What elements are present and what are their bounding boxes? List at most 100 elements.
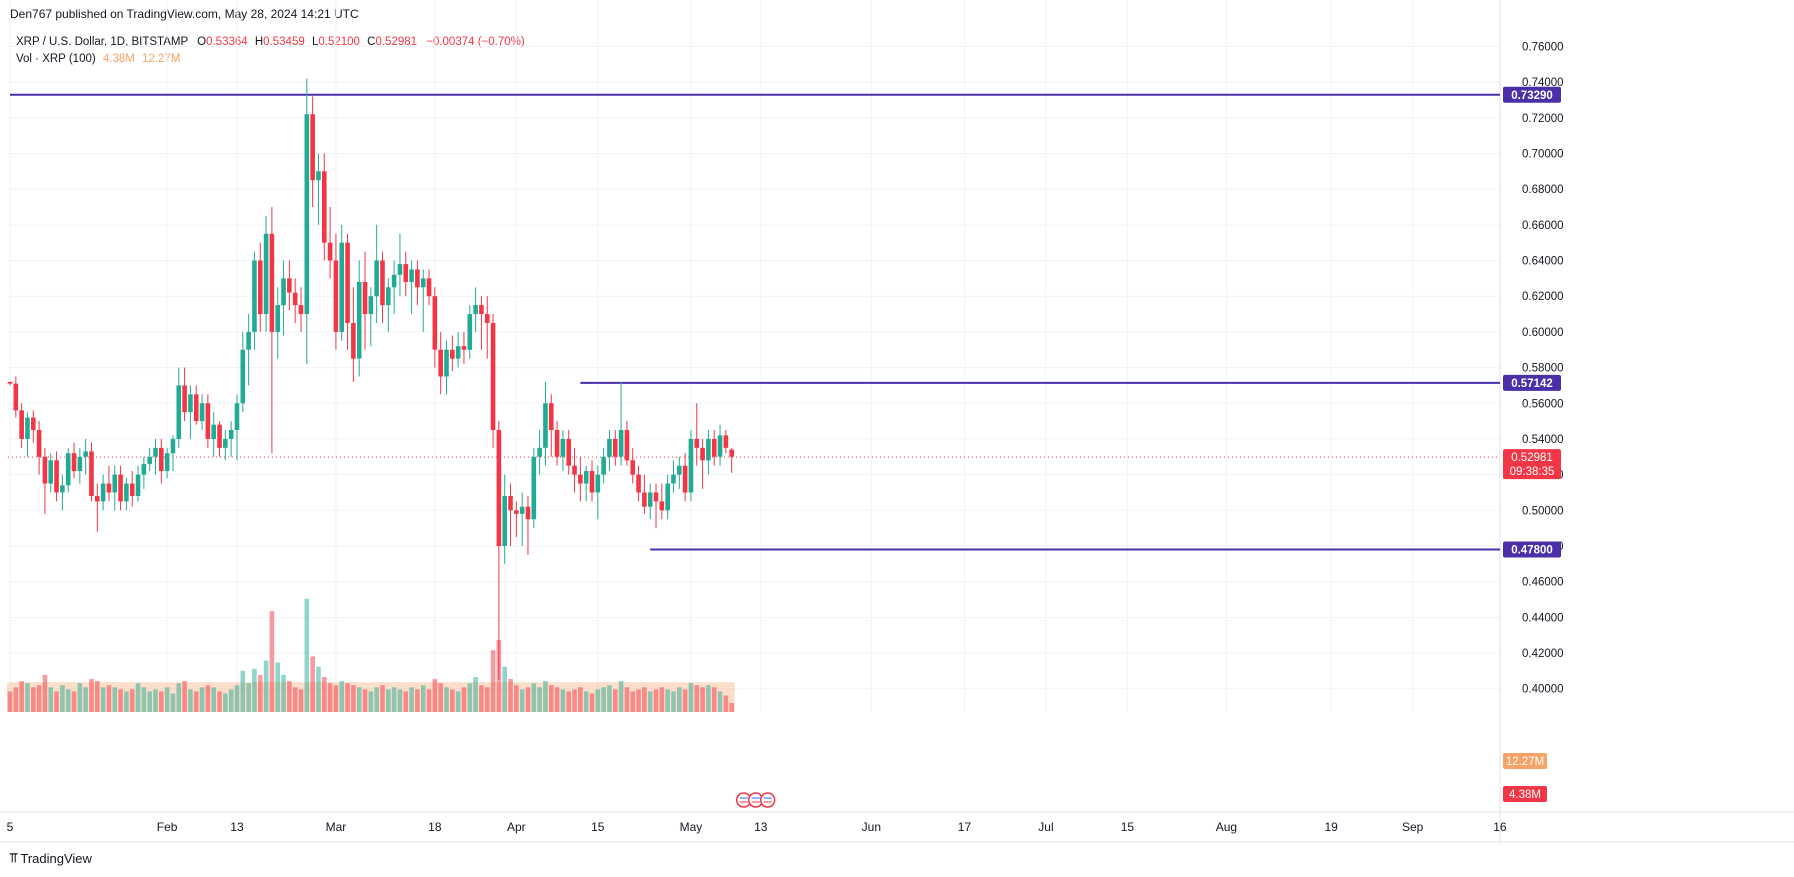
volume-bar bbox=[135, 683, 141, 712]
volume-bar bbox=[147, 691, 152, 712]
candle-body bbox=[205, 403, 211, 439]
legend-close-label: C bbox=[367, 36, 376, 48]
x-tick-label: Feb bbox=[157, 820, 178, 834]
candle-body bbox=[711, 438, 717, 457]
candle-body bbox=[380, 260, 385, 306]
candle-body bbox=[484, 314, 490, 323]
volume-bar bbox=[700, 687, 705, 712]
volume-bar bbox=[60, 685, 65, 712]
candle-body bbox=[647, 492, 653, 507]
candle-body bbox=[374, 260, 379, 297]
volume-bar bbox=[671, 691, 676, 712]
price-level-badge bbox=[1503, 374, 1561, 391]
volume-bar bbox=[345, 683, 350, 712]
volume-bar bbox=[362, 689, 368, 712]
candle-body bbox=[420, 278, 426, 288]
volume-bar bbox=[298, 689, 304, 712]
last-price-badge bbox=[1503, 449, 1561, 480]
x-tick-label: 5 bbox=[7, 820, 14, 834]
volume-bar bbox=[257, 674, 263, 712]
candle-body bbox=[304, 114, 310, 315]
volume-bar bbox=[601, 687, 606, 712]
volume-bar bbox=[438, 683, 443, 712]
volume-bar bbox=[502, 666, 507, 712]
volume-bar bbox=[356, 687, 362, 712]
publisher-header: Den767 published on TradingView.com, May… bbox=[10, 7, 359, 21]
y-tick-label: 0.76000 bbox=[1522, 41, 1564, 53]
candle-body bbox=[543, 403, 548, 448]
volume-bar bbox=[391, 687, 397, 712]
candle-body bbox=[252, 260, 257, 332]
candle-body bbox=[642, 492, 647, 507]
candle-body bbox=[257, 260, 263, 315]
volume-bar bbox=[572, 689, 577, 712]
candle-body bbox=[531, 456, 537, 520]
volume-bar bbox=[386, 689, 391, 712]
legend-volume-ma: 12.27M bbox=[142, 53, 181, 65]
volume-bar bbox=[77, 683, 83, 712]
volume-bar bbox=[519, 689, 525, 712]
candle-body bbox=[240, 349, 246, 404]
candle-body bbox=[624, 430, 630, 461]
volume-bar bbox=[263, 660, 269, 712]
candle-body bbox=[386, 287, 391, 306]
volume-bar bbox=[112, 687, 118, 712]
volume-bar bbox=[54, 691, 59, 712]
candle-body bbox=[479, 305, 484, 315]
candle-body bbox=[345, 242, 350, 323]
volume-bar bbox=[554, 687, 560, 712]
volume-bar bbox=[129, 689, 135, 712]
candle-body bbox=[287, 278, 292, 293]
volume-bar bbox=[578, 687, 583, 712]
candle-body bbox=[578, 474, 583, 484]
candle-body bbox=[25, 417, 30, 439]
x-tick-label: 19 bbox=[1324, 820, 1338, 834]
candle-body bbox=[147, 456, 152, 464]
last-price-label: 0.52981 bbox=[1511, 452, 1553, 464]
candle-body bbox=[461, 346, 467, 350]
candle-body bbox=[618, 430, 624, 457]
volume-bar bbox=[246, 683, 251, 712]
candle-body bbox=[159, 447, 164, 472]
candle-body bbox=[450, 349, 455, 359]
x-tick-label: 15 bbox=[1121, 820, 1135, 834]
candle-body bbox=[583, 471, 589, 484]
candle-body bbox=[723, 435, 729, 448]
volume-bar bbox=[607, 685, 612, 712]
legend-high-label: H bbox=[254, 36, 264, 48]
volume-axis-label: 12.27M bbox=[1506, 756, 1544, 768]
volume-bar bbox=[642, 687, 647, 712]
y-tick-label: 0.44000 bbox=[1522, 612, 1564, 624]
volume-bar bbox=[217, 691, 222, 712]
candle-body bbox=[630, 460, 636, 475]
volume-bar bbox=[612, 689, 618, 712]
candle-body bbox=[700, 447, 705, 461]
volume-bar bbox=[234, 685, 240, 712]
candle-body bbox=[310, 114, 315, 181]
volume-bar bbox=[636, 689, 641, 712]
volume-axis-badge bbox=[1503, 786, 1547, 802]
volume-bar bbox=[228, 689, 234, 712]
volume-bar bbox=[7, 691, 13, 712]
volume-bar bbox=[287, 681, 292, 712]
legend-change: −0.00374 (−0.70%) bbox=[426, 36, 525, 48]
volume-bar bbox=[193, 691, 199, 712]
candle-body bbox=[554, 430, 560, 457]
tradingview-logo-icon: ⫪ bbox=[10, 850, 17, 865]
volume-bar bbox=[176, 683, 182, 712]
candle-body bbox=[327, 242, 333, 261]
candle-body bbox=[560, 438, 566, 457]
volume-bar bbox=[30, 687, 36, 712]
candle-body bbox=[496, 430, 502, 546]
volume-bar bbox=[630, 691, 636, 712]
volume-bar bbox=[106, 685, 112, 712]
volume-bar bbox=[159, 691, 164, 712]
volume-bar bbox=[100, 687, 106, 712]
volume-bar bbox=[397, 689, 403, 712]
y-tick-label: 0.64000 bbox=[1522, 256, 1564, 268]
volume-bar bbox=[321, 677, 327, 712]
price-level-label: 0.57142 bbox=[1511, 378, 1553, 390]
candle-body bbox=[368, 296, 374, 315]
x-tick-label: 17 bbox=[958, 820, 972, 834]
